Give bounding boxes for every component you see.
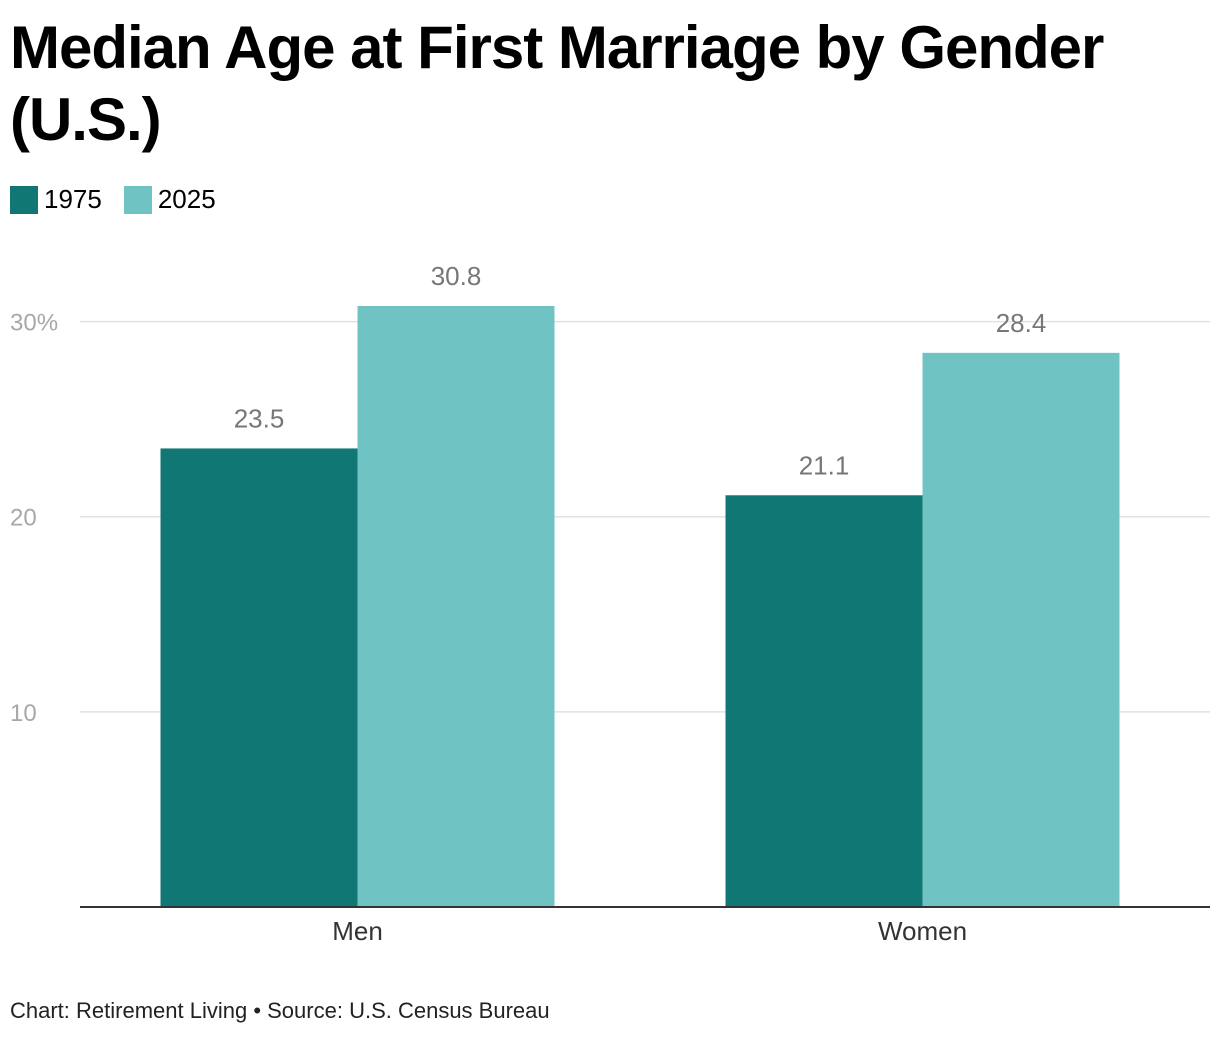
y-tick-label-30: 30% — [10, 310, 58, 337]
y-tick-label-20: 20 — [10, 505, 37, 532]
legend-swatch-series-2 — [123, 185, 152, 214]
legend: 1975 2025 — [10, 184, 238, 215]
legend-item-series-2: 2025 — [123, 184, 216, 215]
legend-swatch-series-1 — [10, 185, 38, 214]
y-tick-label-10: 10 — [10, 700, 37, 727]
legend-label-series-2: 2025 — [157, 184, 216, 214]
value-label-women-2025: 28.4 — [996, 308, 1047, 338]
x-tick-label-women: Women — [878, 916, 967, 946]
x-tick-label-men: Men — [332, 916, 383, 946]
legend-item-series-1: 1975 — [10, 184, 102, 215]
chart-title: Median Age at First Marriage by Gender (… — [10, 14, 1104, 153]
value-label-men-2025: 30.8 — [431, 261, 482, 291]
bar-men-1975 — [160, 448, 358, 907]
value-label-women-1975: 21.1 — [799, 450, 850, 480]
chart-footer: Chart: Retirement Living • Source: U.S. … — [10, 998, 550, 1023]
bar-women-2025 — [922, 352, 1120, 907]
legend-label-series-1: 1975 — [44, 184, 102, 214]
bar-chart: 10 20 30% 23.5 30.8 Men 21.1 28.4 Women — [10, 261, 1210, 946]
bar-men-2025 — [357, 306, 555, 907]
bar-women-1975 — [725, 495, 923, 907]
value-label-men-1975: 23.5 — [234, 403, 285, 433]
